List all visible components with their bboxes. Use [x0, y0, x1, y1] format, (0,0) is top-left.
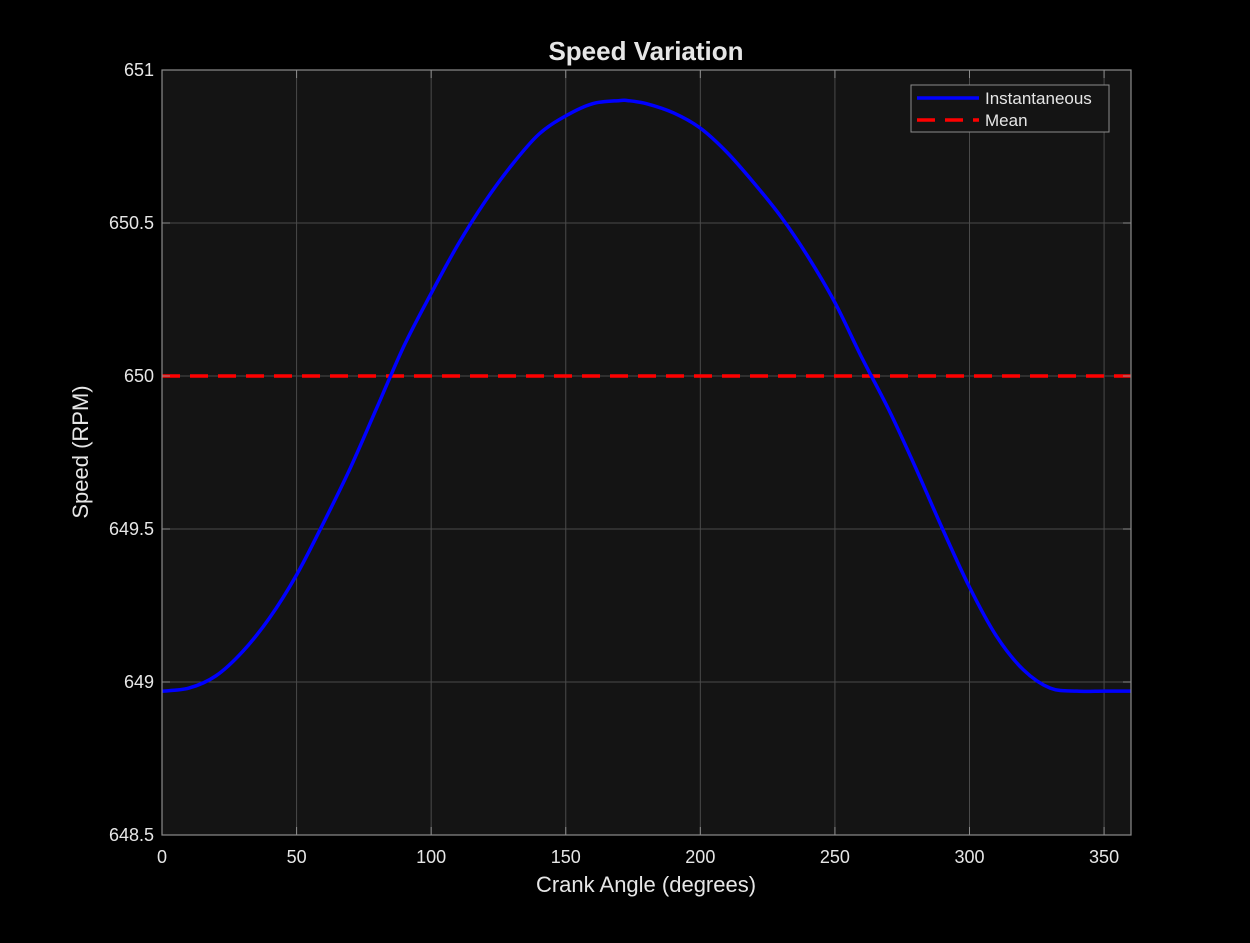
legend-box: [910, 84, 1110, 133]
legend-label: Mean: [985, 111, 1028, 130]
plot-frame: [161, 69, 1132, 836]
tick-labels: 0 50 100 150 200 250 300 350 648.5 649 649.5 650 650…: [109, 60, 1131, 867]
legend-label: Instantaneous: [985, 89, 1092, 108]
x-tick-label: 250: [820, 847, 850, 867]
y-tick-label: 651: [124, 60, 154, 80]
x-tick-label: 150: [551, 847, 581, 867]
x-tick-label: 50: [287, 847, 307, 867]
plot-area: [162, 70, 1131, 835]
x-tick-label: 100: [416, 847, 446, 867]
series-layer: [161, 98, 1131, 694]
x-tick-label: 0: [157, 847, 167, 867]
y-tick-label: 649.5: [109, 519, 154, 539]
x-tick-label: 350: [1089, 847, 1119, 867]
x-tick-label: 200: [685, 847, 715, 867]
y-tick-label: 648.5: [109, 825, 154, 845]
series-line-instantaneous: [161, 98, 1131, 694]
y-tick-label: 650.5: [109, 213, 154, 233]
y-tick-label: 650: [124, 366, 154, 386]
y-axis-label: Speed (RPM): [68, 385, 93, 518]
x-tick-label: 300: [954, 847, 984, 867]
chart-title: Speed Variation: [548, 36, 743, 66]
x-axis-label: Crank Angle (degrees): [536, 872, 756, 897]
legend: Instantaneous Mean: [910, 84, 1110, 133]
y-tick-label: 649: [124, 672, 154, 692]
